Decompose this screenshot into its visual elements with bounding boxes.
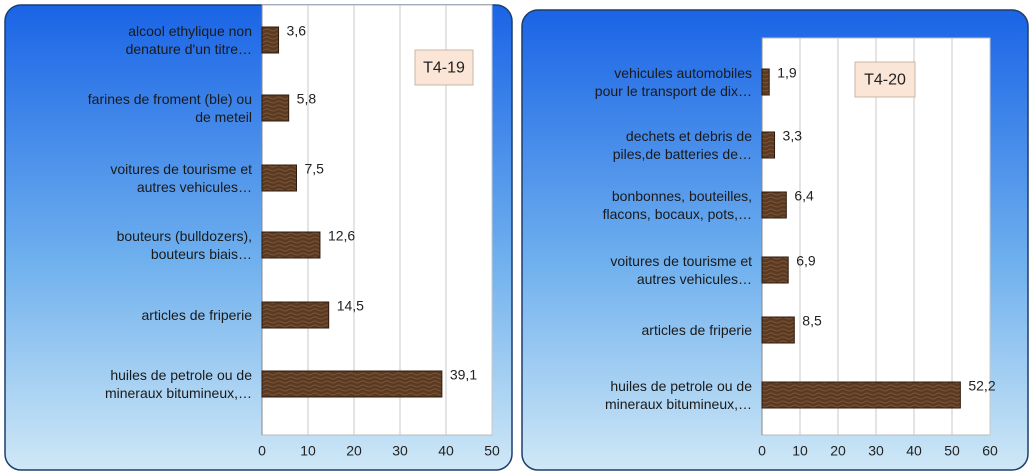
x-tick-label: 50 — [944, 443, 960, 459]
bar — [761, 191, 787, 219]
category-label: dechets et debris de piles,de batteries … — [612, 128, 752, 162]
annotation-box — [854, 61, 916, 98]
category-label: voitures de tourisme et autres vehicules… — [110, 161, 252, 195]
annotation: T4-19 — [423, 60, 465, 77]
bar — [761, 68, 770, 96]
category-label: huiles de petrole ou de mineraux bitumin… — [104, 367, 252, 401]
bar — [261, 231, 321, 259]
bar — [761, 381, 961, 409]
bar — [761, 316, 795, 344]
value-label: 14,5 — [337, 298, 364, 314]
x-tick-label: 50 — [484, 443, 500, 459]
x-tick-label: 40 — [906, 443, 922, 459]
value-label: 3,6 — [287, 23, 307, 39]
category-label: articles de friperie — [641, 322, 753, 338]
value-label: 8,5 — [802, 313, 822, 329]
bar — [261, 94, 290, 122]
x-tick-label: 0 — [258, 443, 266, 459]
value-label: 6,9 — [796, 253, 816, 269]
bar — [761, 256, 789, 284]
x-tick-label: 30 — [392, 443, 408, 459]
bar — [261, 301, 330, 329]
value-label: 12,6 — [328, 228, 355, 244]
x-tick-label: 10 — [792, 443, 808, 459]
category-label: bouteurs (bulldozers), bouteurs biais… — [116, 228, 252, 262]
category-label: alcool ethylique non denature d'un titre… — [125, 23, 252, 57]
category-label: articles de friperie — [141, 307, 253, 323]
category-label: voitures de tourisme et autres vehicules… — [610, 253, 752, 287]
bar — [261, 164, 297, 192]
annotation-box — [414, 49, 474, 86]
category-label: huiles de petrole ou de mineraux bitumin… — [604, 378, 752, 412]
x-tick-label: 40 — [438, 443, 454, 459]
bar — [761, 131, 776, 159]
value-label: 7,5 — [305, 161, 325, 177]
category-label: farines de froment (ble) ou de meteil — [87, 91, 252, 125]
x-tick-label: 10 — [300, 443, 316, 459]
value-label: 6,4 — [794, 188, 814, 204]
category-label: bonbonnes, bouteilles, flacons, bocaux, … — [602, 188, 752, 222]
value-label: 5,8 — [297, 91, 317, 107]
category-label: vehicules automobiles pour le transport … — [594, 65, 752, 99]
x-tick-label: 60 — [982, 443, 998, 459]
x-tick-label: 0 — [758, 443, 766, 459]
value-label: 39,1 — [450, 367, 477, 383]
value-label: 52,2 — [968, 378, 995, 394]
x-tick-label: 20 — [830, 443, 846, 459]
bar — [261, 370, 443, 398]
bar — [261, 26, 280, 54]
annotation: T4-20 — [864, 72, 906, 89]
value-label: 1,9 — [777, 65, 797, 81]
x-tick-label: 20 — [346, 443, 362, 459]
value-label: 3,3 — [783, 128, 803, 144]
x-tick-label: 30 — [868, 443, 884, 459]
